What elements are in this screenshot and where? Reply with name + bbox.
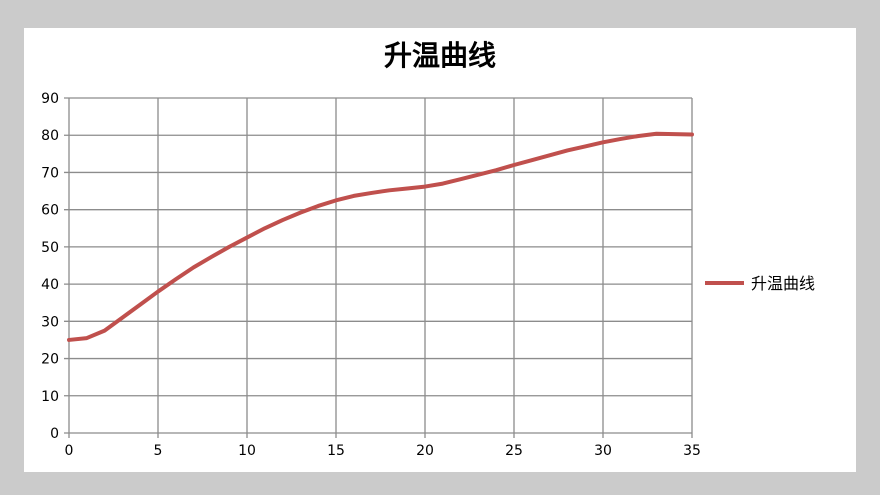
series xyxy=(67,131,694,342)
x-tick-label: 5 xyxy=(154,443,163,459)
x-tick-label: 25 xyxy=(505,443,523,459)
y-tick-label: 0 xyxy=(50,426,59,442)
y-tick-label: 80 xyxy=(41,128,59,144)
y-tick-label: 50 xyxy=(41,240,59,256)
y-tick-label: 60 xyxy=(41,203,59,219)
series-line xyxy=(67,131,694,342)
y-tick-label: 10 xyxy=(41,389,59,405)
y-tick-label: 70 xyxy=(41,165,59,181)
x-tick-label: 0 xyxy=(65,443,74,459)
chart-card: 升温曲线 0 10 20 30 40 50 60 70 80 90 0 5 10 15 20 25 30 35 升… xyxy=(24,28,856,472)
x-tick-label: 35 xyxy=(683,443,701,459)
legend-label: 升温曲线 xyxy=(751,274,815,293)
x-tick-label: 15 xyxy=(327,443,345,459)
x-tick-label: 20 xyxy=(416,443,434,459)
y-tick-label: 40 xyxy=(41,277,59,293)
y-tick-label: 30 xyxy=(41,314,59,330)
y-tick-label: 90 xyxy=(41,91,59,107)
grid xyxy=(64,97,693,438)
y-tick-label: 20 xyxy=(41,352,59,368)
line-chart: 升温曲线 0 10 20 30 40 50 60 70 80 90 0 5 10 15 20 25 30 35 升… xyxy=(41,39,815,459)
chart-title: 升温曲线 xyxy=(384,39,496,72)
x-tick-label: 10 xyxy=(238,443,256,459)
tick-labels: 0 10 20 30 40 50 60 70 80 90 0 5 10 15 20 25 30 35 xyxy=(41,91,701,459)
x-tick-label: 30 xyxy=(594,443,612,459)
legend: 升温曲线 xyxy=(705,274,815,293)
